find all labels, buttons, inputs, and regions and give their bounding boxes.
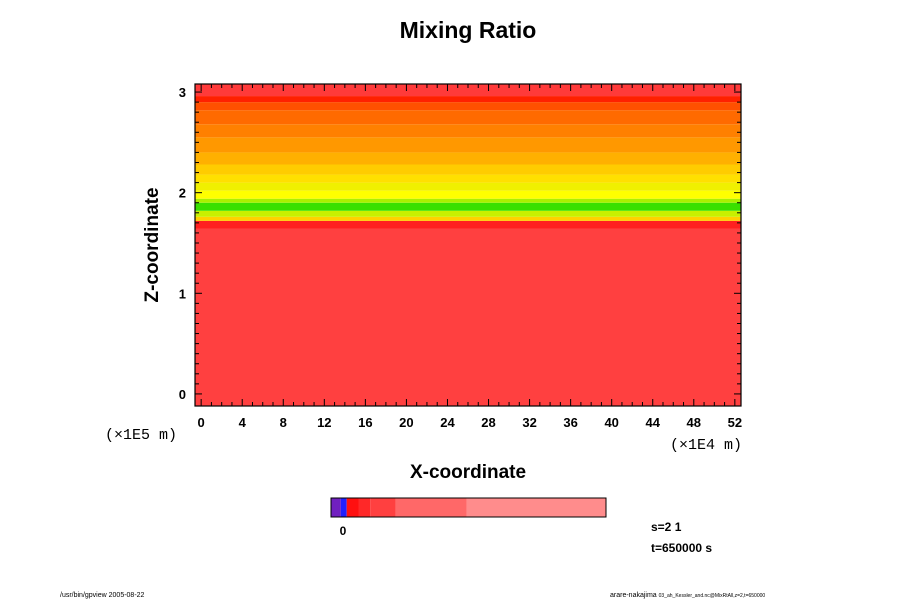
heatmap-band-12 bbox=[195, 124, 741, 138]
colorbar-segment-3 bbox=[358, 498, 371, 517]
heatmap-band-3 bbox=[195, 210, 741, 217]
colorbar-segment-2 bbox=[346, 498, 359, 517]
heatmap-band-15 bbox=[195, 96, 741, 103]
heatmap-band-14 bbox=[195, 102, 741, 111]
y-axis-label: Z-coordinate bbox=[142, 187, 163, 302]
x-tick-label-5: 20 bbox=[399, 415, 413, 430]
footer-right-file: 03_ah_Kessler_and.nc@MixRtAll,z=2,t=6500… bbox=[659, 593, 766, 599]
x-tick-label-3: 12 bbox=[317, 415, 331, 430]
x-tick-label-12: 48 bbox=[687, 415, 701, 430]
heatmap-band-5 bbox=[195, 198, 741, 203]
heatmap-band-13 bbox=[195, 110, 741, 125]
colorbar-tick-label: 0 bbox=[340, 524, 347, 538]
heatmap-bands bbox=[195, 84, 741, 406]
x-tick-label-4: 16 bbox=[358, 415, 372, 430]
y-tick-label-1: 1 bbox=[179, 286, 186, 301]
heatmap-band-6 bbox=[195, 190, 741, 199]
colorbar-segment-4 bbox=[370, 498, 396, 517]
heatmap-band-9 bbox=[195, 164, 741, 175]
y-tick-label-3: 3 bbox=[179, 85, 186, 100]
y-tick-label-0: 0 bbox=[179, 387, 186, 402]
x-tick-label-13: 52 bbox=[728, 415, 742, 430]
x-tick-label-9: 36 bbox=[563, 415, 577, 430]
colorbar-segment-5 bbox=[395, 498, 467, 517]
footer-right: arare-nakajima 03_ah_Kessler_and.nc@MixR… bbox=[610, 592, 765, 599]
heatmap-band-7 bbox=[195, 182, 741, 191]
annotation-s: s=2 1 bbox=[651, 520, 682, 534]
y-axis: 0 1 2 3 bbox=[179, 85, 741, 402]
colorbar bbox=[330, 497, 607, 518]
colorbar-segment-0 bbox=[331, 498, 341, 517]
x-scale-label: (×1E4 m) bbox=[670, 437, 742, 454]
heatmap-band-4 bbox=[195, 202, 741, 211]
heatmap-band-16 bbox=[195, 84, 741, 97]
x-tick-label-8: 32 bbox=[522, 415, 536, 430]
x-tick-label-1: 4 bbox=[239, 415, 247, 430]
x-tick-label-10: 40 bbox=[604, 415, 618, 430]
x-tick-label-11: 44 bbox=[646, 415, 661, 430]
x-tick-label-0: 0 bbox=[198, 415, 205, 430]
heatmap-band-10 bbox=[195, 152, 741, 165]
colorbar-segment-1 bbox=[340, 498, 347, 517]
heatmap-band-0 bbox=[195, 228, 741, 406]
heatmap-band-11 bbox=[195, 137, 741, 153]
colorbar-border bbox=[330, 497, 607, 518]
footer-right-name: arare-nakajima bbox=[610, 592, 657, 599]
chart-title: Mixing Ratio bbox=[400, 17, 537, 43]
y-scale-label: (×1E5 m) bbox=[105, 427, 177, 444]
x-tick-label-2: 8 bbox=[280, 415, 287, 430]
y-tick-label-2: 2 bbox=[179, 186, 186, 201]
colorbar-segment-6 bbox=[466, 498, 606, 517]
heatmap-band-2 bbox=[195, 216, 741, 221]
footer-left: /usr/bin/gpview 2005-08-22 bbox=[60, 592, 145, 599]
heatmap-band-1 bbox=[195, 220, 741, 229]
x-axis: 0 4 8 12 16 20 24 28 32 36 40 44 48 52 bbox=[198, 84, 742, 430]
annotation-t: t=650000 s bbox=[651, 541, 712, 555]
x-tick-label-6: 24 bbox=[440, 415, 455, 430]
heatmap-band-8 bbox=[195, 174, 741, 183]
x-axis-label: X-coordinate bbox=[410, 462, 526, 483]
x-tick-label-7: 28 bbox=[481, 415, 495, 430]
